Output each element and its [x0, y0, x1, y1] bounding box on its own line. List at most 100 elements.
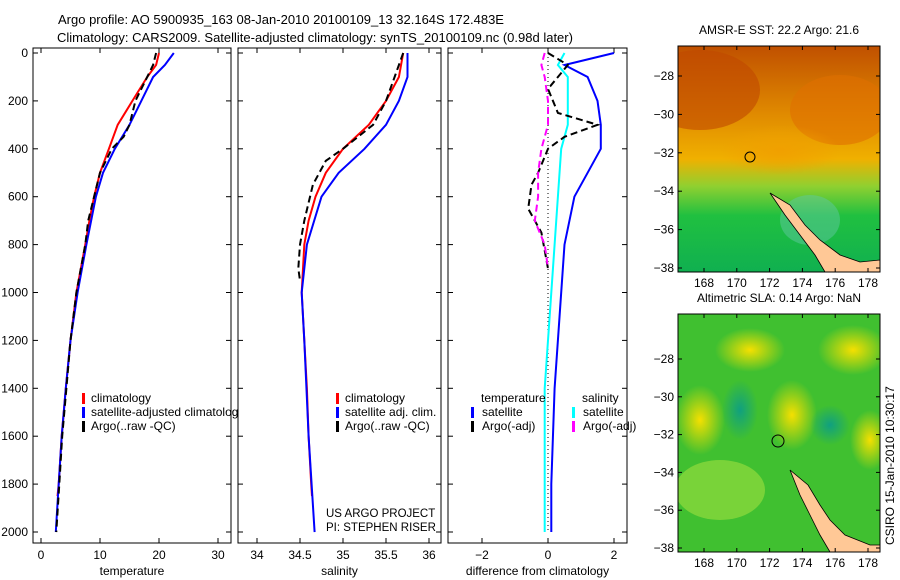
map-y-tick-label: −36 — [654, 223, 675, 237]
title-line-2: Climatology: CARS2009. Satellite-adjuste… — [57, 30, 573, 45]
title-line-1: Argo profile: AO 5900935_163 08-Jan-2010… — [58, 12, 504, 27]
x-tick-label: 20 — [152, 548, 166, 562]
series-line-argo-raw-qc- — [297, 52, 405, 281]
map-x-tick-label: 168 — [694, 556, 714, 570]
map-y-tick-label: −30 — [654, 107, 675, 121]
y-tick-label: 1200 — [1, 333, 28, 347]
sst-map-frame — [677, 45, 881, 273]
legend-swatch — [82, 393, 85, 404]
map-x-tick-label: 170 — [727, 556, 747, 570]
legend-swatch — [336, 421, 339, 432]
sla-map-frame — [677, 313, 881, 553]
credit-line-2: PI: STEPHEN RISER — [326, 522, 436, 534]
x-axis-label: difference from climatology — [466, 564, 609, 578]
legend-label: climatology — [345, 391, 405, 405]
legend-swatch — [82, 407, 85, 418]
series-line-satellite-adj-clim- — [300, 53, 409, 533]
series-line-satellite-adjusted-climatology — [54, 52, 175, 533]
map-y-tick-label: −38 — [654, 541, 675, 555]
map-x-tick-label: 174 — [792, 276, 812, 290]
x-tick-label: 35 — [336, 548, 350, 562]
legend-header: salinity — [582, 391, 619, 405]
legend-header: temperature — [481, 391, 546, 405]
x-tick-label: 10 — [93, 548, 107, 562]
series-line-salinity-satellite — [543, 52, 569, 532]
plot-frame-0 — [32, 47, 232, 544]
sst-map-title: AMSR-E SST: 22.2 Argo: 21.6 — [699, 23, 859, 37]
series-line-salinity-argo-adj- — [533, 52, 549, 269]
legend-label: Argo(..raw -QC) — [345, 419, 430, 433]
y-tick-label: 1800 — [1, 477, 28, 491]
y-tick-label: 0 — [21, 46, 28, 60]
sst-map — [678, 46, 880, 272]
legend-swatch — [336, 407, 339, 418]
legend-swatch — [471, 407, 474, 418]
plot-frame-2 — [447, 47, 628, 544]
map-y-tick-label: −32 — [654, 428, 675, 442]
x-tick-label: 0 — [38, 548, 45, 562]
map-x-tick-label: 178 — [858, 276, 878, 290]
series-line-temperature-satellite — [550, 52, 615, 532]
map-y-tick-label: −34 — [654, 465, 675, 479]
legend-swatch — [572, 407, 575, 418]
legend-label: satellite adj. clim. — [345, 405, 436, 419]
map-x-tick-label: 172 — [760, 556, 780, 570]
map-x-tick-label: 170 — [727, 276, 747, 290]
map-x-tick-label: 176 — [825, 556, 845, 570]
x-tick-label: 36 — [422, 548, 436, 562]
x-tick-label: 30 — [211, 548, 225, 562]
argo-location-marker — [744, 151, 756, 163]
y-tick-label: 800 — [8, 238, 28, 252]
map-x-tick-label: 168 — [694, 276, 714, 290]
x-tick-label: 0 — [545, 548, 552, 562]
legend-label: satellite — [482, 405, 523, 419]
x-tick-label: 35.5 — [374, 548, 398, 562]
map-y-tick-label: −32 — [654, 146, 675, 160]
sla-map — [678, 314, 880, 552]
legend-label: climatology — [91, 391, 151, 405]
legend-swatch — [572, 421, 575, 432]
side-timestamp: CSIRO 15-Jan-2010 10:30:17 — [883, 386, 897, 545]
argo-location-marker — [771, 434, 785, 448]
map-y-tick-label: −34 — [654, 184, 675, 198]
map-y-tick-label: −28 — [654, 69, 675, 83]
legend-label: Argo(..raw -QC) — [91, 419, 176, 433]
x-axis-label: salinity — [321, 564, 358, 578]
map-x-tick-label: 178 — [858, 556, 878, 570]
x-tick-label: −2 — [475, 548, 489, 562]
plot-frame-1 — [237, 47, 442, 544]
land-new-zealand — [769, 192, 880, 272]
y-tick-label: 200 — [8, 94, 28, 108]
legend-label: Argo(-adj) — [482, 419, 535, 433]
legend-label: satellite-adjusted climatolog — [91, 405, 238, 419]
series-line-temperature-argo-adj- — [527, 52, 601, 269]
legend-swatch — [471, 421, 474, 432]
y-tick-label: 2000 — [1, 525, 28, 539]
series-line-argo-raw-qc- — [55, 52, 158, 533]
sla-map-title: Altimetric SLA: 0.14 Argo: NaN — [697, 291, 861, 305]
map-x-tick-label: 176 — [825, 276, 845, 290]
map-y-tick-label: −30 — [654, 390, 675, 404]
map-x-tick-label: 172 — [760, 276, 780, 290]
y-tick-label: 400 — [8, 142, 28, 156]
legend-swatch — [336, 393, 339, 404]
x-axis-label: temperature — [100, 564, 165, 578]
x-tick-label: 2 — [611, 548, 618, 562]
map-y-tick-label: −28 — [654, 352, 675, 366]
y-tick-label: 600 — [8, 190, 28, 204]
map-x-tick-label: 174 — [792, 556, 812, 570]
legend-label: satellite — [583, 405, 624, 419]
credit-line-1: US ARGO PROJECT — [326, 508, 435, 520]
x-tick-label: 34.5 — [288, 548, 312, 562]
map-y-tick-label: −36 — [654, 503, 675, 517]
map-y-tick-label: −38 — [654, 261, 675, 275]
y-tick-label: 1000 — [1, 286, 28, 300]
y-tick-label: 1400 — [1, 381, 28, 395]
x-tick-label: 34 — [250, 548, 264, 562]
y-tick-label: 1600 — [1, 429, 28, 443]
legend-label: Argo(-adj) — [583, 419, 636, 433]
legend-swatch — [82, 421, 85, 432]
land-new-zealand — [789, 469, 880, 552]
